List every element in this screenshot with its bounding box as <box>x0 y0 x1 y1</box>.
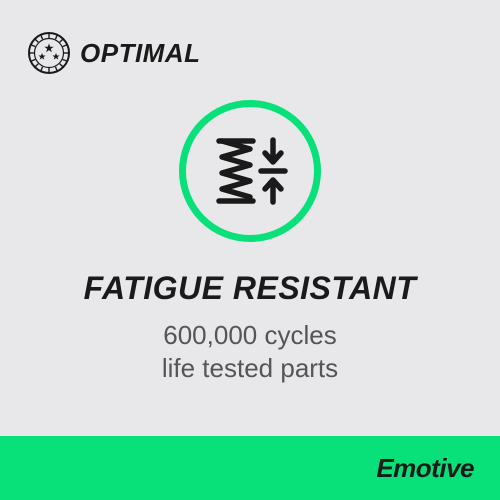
feature-headline: FATIGUE RESISTANT <box>84 270 417 307</box>
optimal-badge-icon <box>28 32 70 74</box>
subline-line-1: 600,000 cycles <box>163 320 336 350</box>
main-area: OPTIMAL <box>0 0 500 436</box>
subline-line-2: life tested parts <box>162 353 338 383</box>
footer-brand: Emotive <box>376 453 474 484</box>
footer-bar: Emotive <box>0 436 500 500</box>
feature-icon-circle <box>179 100 321 242</box>
infographic-card: OPTIMAL <box>0 0 500 500</box>
brand-name: OPTIMAL <box>80 38 201 69</box>
feature-subline: 600,000 cycles life tested parts <box>162 319 338 384</box>
brand-row: OPTIMAL <box>28 32 472 74</box>
spring-compression-icon <box>205 126 295 216</box>
center-block: FATIGUE RESISTANT 600,000 cycles life te… <box>28 96 472 416</box>
